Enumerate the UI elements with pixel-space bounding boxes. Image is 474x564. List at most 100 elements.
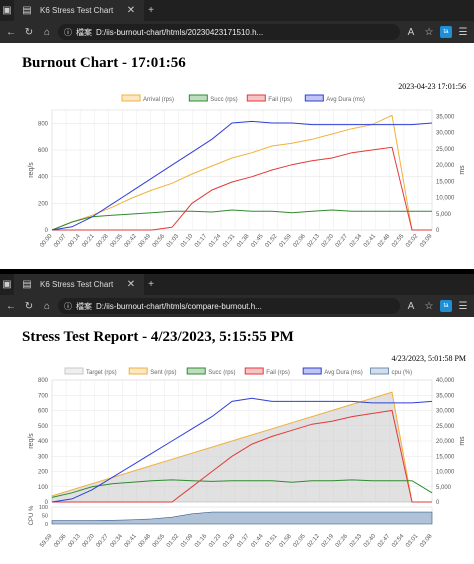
x-tick-label: 02:20 [321, 233, 336, 249]
legend-swatch [188, 94, 208, 102]
x-tick-label: 00:55 [152, 533, 167, 549]
x-tick-label: 02:34 [349, 233, 364, 249]
tab-bar: ▣ ▤ K6 Stress Test Chart ✕ + [0, 0, 474, 21]
x-tick-label: 00:49 [138, 233, 153, 249]
y-axis-label: req/s [28, 433, 35, 449]
x-tick-label: 00:42 [124, 233, 139, 249]
y2-tick-label: 10,000 [436, 196, 455, 202]
y2-tick-label: 5,000 [436, 485, 452, 491]
series-line-succ [51, 479, 433, 498]
x-tick-label: 02:40 [363, 533, 378, 549]
y-tick-label: 500 [38, 424, 49, 430]
x-tick-label: 02:05 [293, 533, 308, 549]
y2-tick-label: 30,000 [436, 131, 455, 137]
new-tab-icon[interactable]: + [148, 5, 154, 16]
x-tick-label: 03:09 [419, 233, 434, 249]
address-label: 檔案 [76, 301, 92, 311]
page-title: Burnout Chart - 17:01:56 [22, 55, 186, 71]
refresh-icon[interactable]: ↻ [24, 26, 34, 38]
url-field[interactable]: ⓘ 檔案 D:/iis-burnout-chart/htmls/compare-… [58, 298, 400, 314]
plot-area [51, 109, 433, 231]
url-text: D:/iis-burnout-chart/htmls/compare-burno… [96, 301, 262, 311]
x-tick-label: 02:12 [307, 533, 322, 549]
back-icon[interactable]: ← [6, 300, 16, 312]
back-icon[interactable]: ← [6, 26, 16, 38]
x-tick-label: 01:51 [264, 533, 279, 549]
x-tick-label: 03:02 [405, 233, 420, 249]
window-menu-icon[interactable]: ▣ [2, 5, 12, 16]
page-title: Stress Test Report - 4/23/2023, 5:15:55 … [22, 329, 294, 345]
favorite-icon[interactable]: ☆ [424, 300, 434, 312]
favorites-list-icon[interactable]: ☰ [458, 300, 468, 312]
tab-k6-stress[interactable]: ▤ K6 Stress Test Chart ✕ [14, 274, 144, 295]
favorites-list-icon[interactable]: ☰ [458, 26, 468, 38]
extension-icon[interactable]: ta [440, 300, 452, 312]
page-icon: ▤ [22, 5, 32, 16]
close-tab-icon[interactable]: ✕ [126, 5, 136, 16]
y2-tick-label: 10,000 [436, 470, 455, 476]
info-icon[interactable]: ⓘ [64, 301, 72, 311]
y-tick-label: 0 [45, 500, 49, 506]
series-cpu-area [51, 511, 433, 525]
x-tick-label: 59:59 [39, 533, 54, 549]
y2-tick-label: 35,000 [436, 393, 455, 399]
series-line-fail [52, 146, 432, 231]
favorite-icon[interactable]: ☆ [424, 26, 434, 38]
url-field[interactable]: ⓘ 檔案 D:/iis-burnout-chart/htmls/20230423… [58, 24, 400, 40]
tab-title: K6 Stress Test Chart [40, 6, 114, 15]
legend-swatch [304, 94, 324, 102]
info-icon[interactable]: ⓘ [64, 27, 72, 37]
home-icon[interactable]: ⌂ [43, 300, 51, 312]
browser-window-2: ▣ ▤ K6 Stress Test Chart ✕ + ← ↻ ⌂ ⓘ 檔案 … [0, 274, 474, 564]
read-aloud-icon[interactable]: A [407, 300, 415, 312]
legend-label: Sent (rps) [150, 370, 176, 376]
x-tick-label: 01:31 [222, 233, 237, 249]
x-tick-label: 01:16 [194, 533, 209, 549]
tab-k6-stress[interactable]: ▤ K6 Stress Test Chart ✕ [14, 0, 144, 21]
address-label: 檔案 [76, 27, 92, 37]
new-tab-icon[interactable]: + [148, 279, 154, 290]
x-tick-label: 02:19 [321, 533, 336, 549]
series-line-succ [51, 209, 432, 231]
legend-swatch [370, 367, 389, 375]
read-aloud-icon[interactable]: A [407, 26, 415, 38]
refresh-icon[interactable]: ↻ [24, 300, 34, 312]
series-line-avg [51, 120, 433, 231]
legend-swatch [121, 94, 141, 102]
y2-axis-label: ms [459, 436, 466, 446]
y-tick-label: 100 [38, 485, 49, 491]
window-menu-icon[interactable]: ▣ [2, 279, 12, 290]
x-tick-label: 02:55 [391, 233, 406, 249]
y-tick-label: 700 [38, 393, 49, 399]
url-text: D:/iis-burnout-chart/htmls/2023042317151… [96, 27, 264, 37]
legend-label: Avg Dura (ms) [326, 97, 365, 103]
x-tick-label: 01:24 [208, 233, 223, 249]
timestamp: 4/23/2023, 5:01:58 PM [391, 354, 466, 363]
extension-icon[interactable]: ta [440, 26, 452, 38]
x-tick-label: 03:01 [405, 533, 420, 549]
x-tick-label: 00:28 [96, 233, 111, 249]
x-tick-label: 00:56 [152, 233, 167, 249]
y2-tick-label: 25,000 [436, 424, 455, 430]
home-icon[interactable]: ⌂ [43, 26, 51, 38]
x-tick-label: 00:27 [96, 533, 111, 549]
close-tab-icon[interactable]: ✕ [126, 279, 136, 290]
legend-swatch [64, 367, 84, 375]
y2-tick-label: 0 [436, 228, 440, 234]
x-tick-label: 00:06 [53, 533, 68, 549]
y-tick-label: 0 [45, 228, 49, 234]
x-tick-label: 02:26 [335, 533, 350, 549]
x-tick-label: 01:17 [194, 233, 209, 249]
burnout-chart: Arrival (rps) Succ (rps) Fail (rps) Avg Dur… [28, 94, 466, 249]
legend-label: Fail (rps) [268, 97, 292, 103]
x-tick-label: 01:58 [279, 533, 294, 549]
x-tick-label: 00:14 [67, 233, 82, 249]
y-tick-label: 800 [38, 378, 49, 384]
x-tick-label: 02:27 [335, 233, 350, 249]
x-tick-label: 00:35 [110, 233, 125, 249]
x-tick-label: 01:10 [180, 233, 195, 249]
legend-label: Fail (rps) [266, 370, 290, 376]
y2-tick-label: 20,000 [436, 439, 455, 445]
x-tick-label: 01:45 [250, 233, 265, 249]
y2-tick-label: 20,000 [436, 163, 455, 169]
